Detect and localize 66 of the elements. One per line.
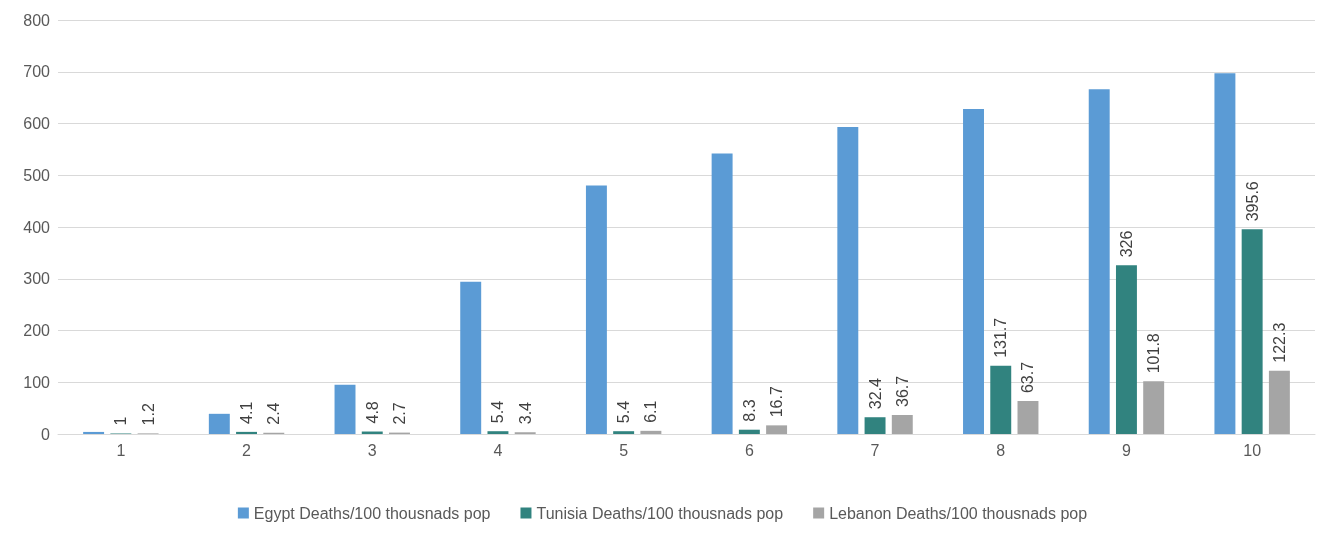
- x-tick-label: 3: [367, 441, 377, 459]
- data-label: 6.1: [642, 400, 660, 423]
- x-tick-label: 1: [116, 441, 126, 459]
- data-label: 63.7: [1019, 361, 1037, 394]
- bar: [963, 109, 984, 434]
- data-label: 5.4: [489, 400, 507, 424]
- data-label: 5.4: [615, 400, 633, 424]
- bar: [460, 281, 482, 434]
- bar: [208, 413, 230, 434]
- bar: [613, 431, 635, 434]
- y-tick-label: 0: [41, 425, 51, 443]
- data-label: 2.4: [265, 402, 283, 425]
- bar: [334, 384, 356, 434]
- data-label: 326: [1117, 230, 1135, 258]
- y-tick-label: 800: [23, 11, 51, 29]
- data-label: 3.4: [516, 401, 534, 425]
- y-tick-label: 700: [23, 63, 51, 81]
- y-tick-label: 100: [23, 373, 51, 391]
- data-label: 1.2: [139, 403, 157, 426]
- data-label: 131.7: [992, 317, 1010, 358]
- legend-label: Lebanon Deaths/100 thousnads pop: [829, 504, 1088, 522]
- data-label: 2.7: [390, 402, 408, 425]
- x-tick-label: 4: [493, 441, 503, 459]
- data-label: 395.6: [1243, 181, 1261, 222]
- data-label: 32.4: [866, 377, 884, 410]
- bar: [1214, 73, 1236, 434]
- bar: [236, 431, 258, 434]
- bar: [891, 415, 913, 434]
- y-tick-label: 300: [23, 270, 51, 288]
- y-tick-label: 200: [23, 322, 51, 339]
- x-tick-label: 10: [1243, 441, 1262, 459]
- data-label: 16.7: [768, 386, 786, 418]
- x-tick-label: 5: [619, 441, 629, 459]
- bar: [711, 153, 733, 434]
- bar: [766, 425, 788, 434]
- bar: [738, 429, 760, 434]
- legend-label: Egypt Deaths/100 thousnads pop: [253, 504, 491, 522]
- legend-label: Tunisia Deaths/100 thousnads pop: [536, 504, 784, 522]
- y-tick-label: 400: [23, 218, 51, 236]
- x-tick-label: 6: [744, 441, 754, 459]
- data-label: 4.1: [238, 401, 256, 424]
- data-label: 4.8: [363, 401, 381, 424]
- bar: [585, 185, 607, 434]
- bar: [487, 431, 509, 434]
- bar: [837, 127, 859, 434]
- bar: [1088, 89, 1110, 434]
- bar: [1115, 265, 1137, 434]
- x-tick-label: 8: [996, 441, 1006, 459]
- data-label: 101.8: [1145, 333, 1163, 374]
- bar: [83, 431, 105, 434]
- bar: [640, 430, 662, 434]
- bar: [1143, 381, 1165, 434]
- x-tick-label: 7: [870, 441, 880, 459]
- x-tick-label: 2: [242, 441, 252, 459]
- bar: [1268, 370, 1290, 434]
- x-tick-label: 9: [1122, 441, 1131, 459]
- data-label: 1: [112, 416, 130, 426]
- bar: [864, 417, 886, 434]
- bar: [990, 365, 1012, 434]
- data-label: 8.3: [740, 399, 758, 422]
- bar: [1241, 229, 1263, 434]
- y-tick-label: 500: [23, 166, 51, 184]
- data-label: 36.7: [893, 375, 911, 408]
- data-label: 122.3: [1270, 322, 1288, 363]
- y-tick-label: 600: [23, 115, 51, 132]
- bar: [1017, 401, 1039, 434]
